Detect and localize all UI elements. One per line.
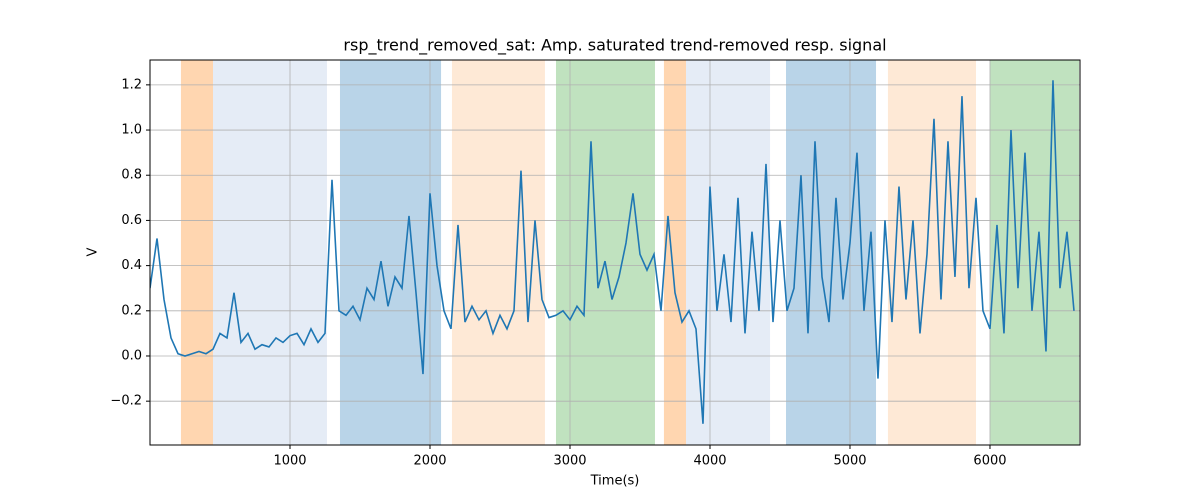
- shaded-span: [180, 60, 213, 445]
- x-tick-label: 5000: [833, 454, 866, 469]
- y-tick-label: 0.2: [121, 303, 142, 318]
- shaded-span: [989, 60, 1080, 445]
- x-tick-label: 1000: [273, 454, 306, 469]
- shaded-span: [451, 60, 545, 445]
- shaded-span: [663, 60, 687, 445]
- line-series: [150, 80, 1075, 424]
- y-tick-label: −0.2: [110, 394, 142, 409]
- x-tick-label: 6000: [973, 454, 1006, 469]
- x-tick-label: 4000: [693, 454, 726, 469]
- plot-frame: [149, 59, 1081, 446]
- y-tick-label: 0.6: [121, 213, 142, 228]
- shaded-span: [339, 60, 442, 445]
- y-axis-label: V: [86, 247, 101, 256]
- y-tick-label: 0.8: [121, 168, 142, 183]
- chart-title: rsp_trend_removed_sat: Amp. saturated tr…: [343, 36, 886, 56]
- y-tick-label: 1.0: [121, 123, 142, 138]
- shaded-span: [686, 60, 771, 445]
- y-tick-label: 0.4: [121, 258, 142, 273]
- shaded-span: [786, 60, 877, 445]
- y-tick-label: 0.0: [121, 348, 142, 363]
- x-axis-label: Time(s): [590, 474, 640, 489]
- shaded-span: [555, 60, 655, 445]
- shaded-span: [212, 60, 327, 445]
- x-tick-label: 3000: [553, 454, 586, 469]
- y-tick-label: 1.2: [121, 77, 142, 92]
- x-tick-label: 2000: [413, 454, 446, 469]
